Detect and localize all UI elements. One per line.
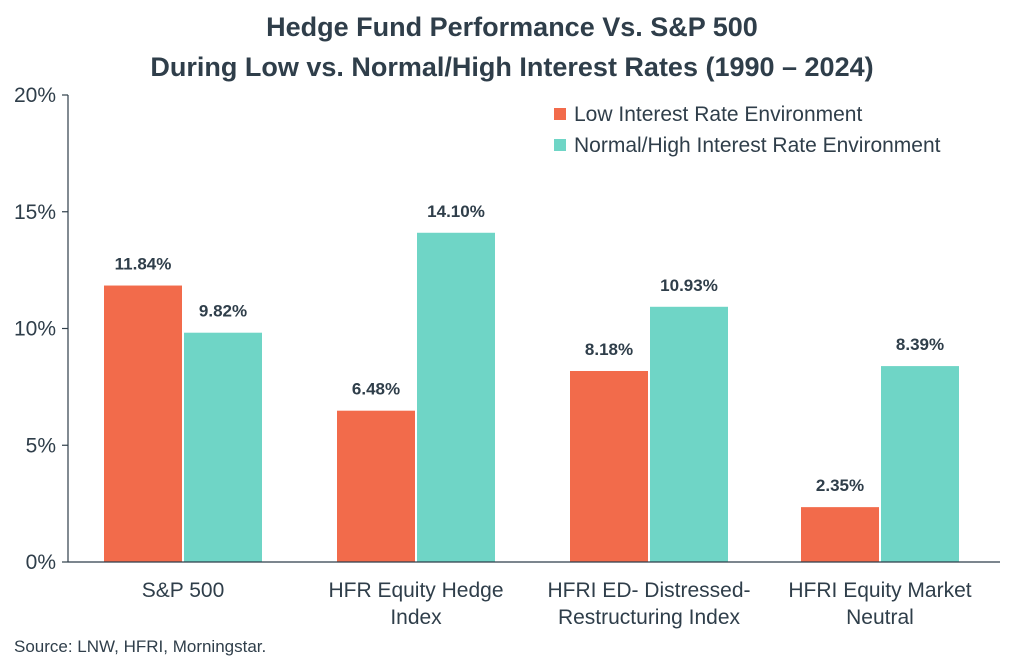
data-label: 14.10% (427, 202, 485, 221)
data-label: 11.84% (115, 255, 172, 274)
bar-low (801, 507, 879, 562)
legend-swatch-low (554, 108, 566, 120)
data-label: 8.18% (585, 340, 633, 359)
bar-low (570, 370, 648, 562)
legend-label: Normal/High Interest Rate Environment (574, 134, 941, 157)
chart-title-line2: During Low vs. Normal/High Interest Rate… (150, 52, 874, 82)
bar-low (337, 410, 415, 562)
data-label: 8.39% (896, 335, 944, 354)
data-label: 9.82% (199, 302, 247, 321)
data-label: 10.93% (660, 276, 718, 295)
bar-normal-high (417, 232, 495, 562)
data-label: 2.35% (816, 476, 864, 495)
bar-normal-high (184, 332, 262, 562)
bar-low (104, 285, 182, 562)
y-tick-label: 15% (14, 201, 56, 224)
x-category-label: HFR Equity Hedge (328, 579, 503, 602)
y-tick-label: 10% (14, 318, 56, 341)
source-note: Source: LNW, HFRI, Morningstar. (14, 637, 267, 656)
x-category-label: S&P 500 (142, 579, 225, 602)
y-tick-label: 20% (14, 84, 56, 107)
y-tick-label: 5% (26, 434, 56, 457)
bar-normal-high (650, 306, 728, 562)
legend-label: Low Interest Rate Environment (574, 103, 862, 126)
x-category-label: Index (390, 606, 442, 629)
bar-normal-high (881, 366, 959, 562)
x-category-label: Restructuring Index (558, 606, 741, 629)
legend-swatch-normal-high (554, 139, 566, 151)
x-category-label: HFRI ED- Distressed- (547, 579, 750, 602)
x-category-label: Neutral (846, 606, 914, 629)
chart-title-line1: Hedge Fund Performance Vs. S&P 500 (266, 12, 758, 42)
data-label: 6.48% (352, 380, 400, 399)
y-tick-label: 0% (26, 551, 56, 574)
x-category-label: HFRI Equity Market (788, 579, 971, 602)
